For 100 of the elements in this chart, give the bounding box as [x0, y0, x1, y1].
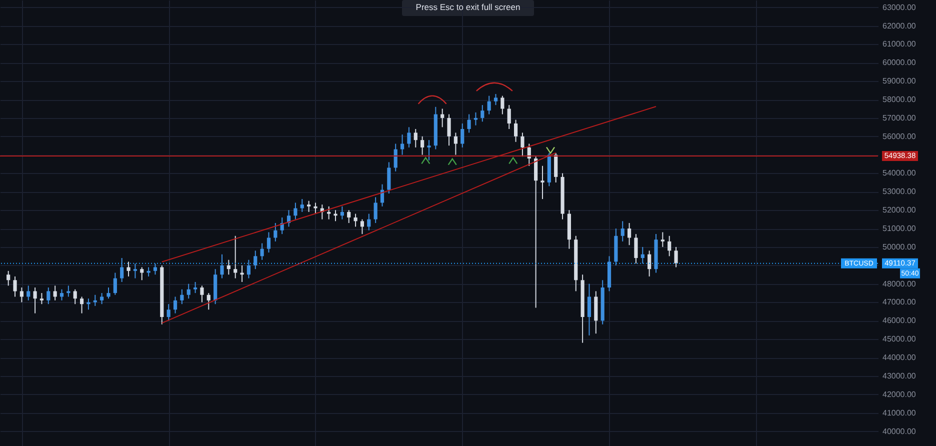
candlestick: [394, 143, 398, 172]
candlestick: [66, 285, 70, 298]
y-tick-label: 43000.00: [882, 371, 916, 380]
candlestick: [200, 285, 204, 303]
y-tick-label: 56000.00: [882, 132, 916, 141]
candlestick: [454, 132, 458, 156]
candlestick: [166, 304, 170, 322]
candlestick: [6, 270, 10, 286]
candlestick: [307, 200, 311, 212]
candlestick: [120, 258, 124, 282]
candlestick: [266, 232, 271, 253]
candlestick: [40, 292, 44, 305]
candlestick: [540, 165, 544, 200]
y-tick-label: 52000.00: [882, 206, 916, 215]
y-tick-label: 46000.00: [882, 316, 916, 326]
annotation: Press Esc to exit full screen: [416, 2, 520, 12]
candlestick: [80, 296, 84, 314]
candlestick: [254, 250, 258, 270]
y-tick-label: 42000.00: [882, 390, 916, 399]
y-tick-label: 47000.00: [882, 298, 916, 307]
candlestick: [360, 218, 364, 235]
candlestick: [73, 288, 77, 305]
candlestick: [234, 235, 238, 279]
candlestick: [587, 283, 592, 336]
y-tick-label: 48000.00: [882, 279, 916, 288]
candlestick: [340, 206, 344, 220]
candlestick: [146, 266, 150, 277]
candlestick: [53, 285, 57, 301]
candlestick: [660, 232, 664, 248]
candlestick: [594, 290, 598, 334]
candlestick: [634, 234, 638, 264]
candlestick: [627, 222, 632, 246]
candlestick: [274, 222, 278, 242]
y-tick-label: 51000.00: [882, 224, 916, 234]
y-tick-label: 61000.00: [882, 40, 916, 49]
candlestick: [500, 95, 504, 115]
y-tick-label: 53000.00: [882, 187, 916, 196]
candlestick: [354, 213, 358, 228]
y-tick-label: 57000.00: [882, 113, 916, 122]
candlestick: [400, 134, 404, 156]
y-tick-label: 58000.00: [882, 95, 916, 104]
candlestick: [387, 162, 391, 194]
candlestick: [153, 263, 158, 276]
y-tick-label: 50000.00: [882, 242, 916, 252]
candlestick: [60, 288, 64, 301]
y-tick-label: 44000.00: [882, 353, 916, 362]
candlestick: [374, 196, 378, 224]
candlestick: [447, 114, 451, 146]
candlestick: [407, 126, 411, 148]
candlestick: [480, 104, 484, 122]
candlestick: [26, 285, 30, 301]
candlestick: [100, 292, 104, 305]
candlestick: [420, 136, 424, 156]
candlestick: [126, 261, 130, 277]
candlestick: [294, 202, 298, 220]
candlestick: [300, 198, 304, 212]
candlestick: [186, 283, 190, 300]
candlestick: [674, 246, 678, 268]
y-tick-label: 45000.00: [882, 334, 916, 344]
candlestick: [507, 104, 511, 130]
candlestick: [113, 272, 117, 296]
candlestick: [414, 128, 418, 148]
candlestick: [140, 266, 144, 281]
y-tick-label: 60000.00: [882, 58, 916, 68]
candlestick: [534, 156, 538, 308]
candlestick: [226, 259, 230, 276]
candlestick: [46, 287, 50, 305]
candlestick: [554, 152, 558, 183]
candlestick: [193, 281, 198, 294]
candlestick: [367, 213, 371, 231]
y-tick-label: 63000.00: [882, 2, 916, 12]
y-tick-label: 41000.00: [882, 408, 916, 418]
candlestick: [260, 242, 264, 260]
candlestick: [13, 276, 17, 298]
y-tick-label: 59000.00: [882, 76, 916, 86]
candlestick: [106, 287, 110, 300]
candlestick: [206, 292, 210, 310]
y-tick-label: 40000.00: [882, 426, 916, 436]
candlestick: [487, 95, 491, 115]
candlestick: [246, 259, 251, 279]
candlestick: [173, 296, 178, 314]
candlestick: [347, 210, 351, 224]
candlestick: [467, 114, 471, 134]
y-tick-label: 62000.00: [882, 21, 916, 30]
candlestick: [180, 288, 184, 305]
candlestick: [620, 220, 624, 242]
candlestick: [20, 287, 24, 303]
candlestick: [520, 132, 524, 158]
y-tick-label: 54000.00: [882, 168, 916, 178]
candlestick: [640, 246, 644, 264]
candlestick: [494, 93, 498, 106]
candlestick: [474, 112, 478, 126]
candlestick: [648, 250, 652, 277]
candlestick: [327, 206, 331, 220]
candlestick: [440, 108, 444, 128]
candlestick: [86, 298, 90, 310]
candlestick: [220, 254, 224, 279]
candlestick: [427, 140, 431, 161]
candlestick: [133, 263, 137, 279]
candlestick: [514, 119, 518, 142]
